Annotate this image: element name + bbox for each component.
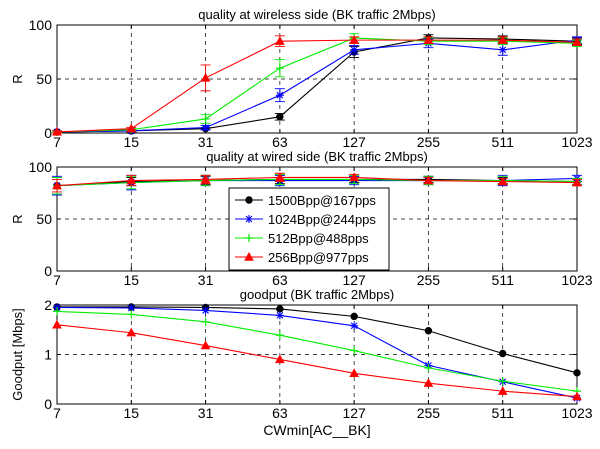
series-256Bpp@977pps xyxy=(53,321,581,400)
legend-entry: 256Bpp@977pps xyxy=(268,250,369,265)
data-point xyxy=(202,306,210,314)
data-point xyxy=(202,115,210,123)
data-point xyxy=(276,91,284,99)
data-point xyxy=(350,347,358,355)
y-axis-label: Goodput [Mbps] xyxy=(10,308,25,401)
data-point xyxy=(574,370,580,376)
chart-panel-2: 7 15 31 63 127 255 511 1023 0 50 100 quality at wir… xyxy=(10,149,593,288)
series-line xyxy=(57,40,577,132)
chart-title: quality at wired side (BK traffic 2Mbps) xyxy=(206,149,428,164)
x-tick-label: 511 xyxy=(492,272,515,288)
y-axis-label: R xyxy=(10,214,25,223)
data-point xyxy=(277,114,283,120)
x-tick-label: 63 xyxy=(272,272,288,288)
x-tick-label: 1023 xyxy=(561,272,592,288)
data-point xyxy=(53,321,61,328)
data-point xyxy=(202,318,210,326)
data-point xyxy=(425,328,431,334)
y-tick-label: 100 xyxy=(29,159,53,175)
data-point xyxy=(277,306,283,312)
chart-title: quality at wireless side (BK traffic 2Mb… xyxy=(198,7,435,22)
x-tick-label: 15 xyxy=(123,272,139,288)
data-point xyxy=(500,350,506,356)
x-tick-label: 63 xyxy=(272,405,288,421)
data-point xyxy=(499,46,507,54)
data-point xyxy=(127,310,135,318)
legend-marker xyxy=(245,215,253,223)
x-tick-label: 63 xyxy=(272,134,288,150)
x-axis-label: CWmin[AC__BK] xyxy=(263,422,370,438)
x-tick-label: 127 xyxy=(342,405,366,421)
x-tick-label: 511 xyxy=(492,134,515,150)
data-point xyxy=(350,46,358,54)
x-tick-label: 31 xyxy=(198,134,214,150)
chart-panel-1: 7 15 31 63 127 255 511 1023 0 50 100 quality at wir… xyxy=(10,7,593,150)
x-tick-label: 255 xyxy=(417,405,441,421)
x-tick-label: 127 xyxy=(342,272,366,288)
y-tick-label: 100 xyxy=(29,17,53,33)
series-line xyxy=(57,40,577,132)
series-line xyxy=(57,307,577,373)
y-tick-label: 50 xyxy=(36,71,52,87)
legend-entry: 1024Bpp@244pps xyxy=(268,212,376,227)
chart-panel-3: 7 15 31 63 127 255 511 1023 0 1 2 goodput (BK traff… xyxy=(10,287,593,438)
y-tick-label: 0 xyxy=(44,396,52,412)
x-tick-label: 31 xyxy=(198,405,214,421)
x-tick-label: 127 xyxy=(342,134,366,150)
data-point xyxy=(276,331,284,339)
y-tick-label: 2 xyxy=(44,297,52,313)
legend: 1500Bpp@167pps 1024Bpp@244pps 512Bpp@488pp… xyxy=(229,188,389,270)
x-tick-label: 1023 xyxy=(561,134,592,150)
y-tick-label: 1 xyxy=(44,347,52,363)
x-tick-label: 1023 xyxy=(561,405,592,421)
x-tick-label: 255 xyxy=(417,272,441,288)
y-axis-label: R xyxy=(10,74,25,83)
data-point xyxy=(202,74,210,81)
x-tick-label: 255 xyxy=(417,134,441,150)
chart-title: goodput (BK traffic 2Mbps) xyxy=(240,287,394,302)
data-point xyxy=(351,313,357,319)
legend-entry: 512Bpp@488pps xyxy=(268,231,369,246)
series-line xyxy=(57,38,577,132)
x-tick-label: 31 xyxy=(198,272,214,288)
y-tick-label: 50 xyxy=(36,211,52,227)
x-tick-label: 7 xyxy=(53,405,61,421)
series-line xyxy=(57,311,577,391)
data-point xyxy=(202,124,210,132)
x-tick-label: 15 xyxy=(123,134,139,150)
legend-marker xyxy=(246,197,252,203)
legend-entry: 1500Bpp@167pps xyxy=(268,193,376,208)
x-tick-label: 7 xyxy=(53,134,61,150)
data-point xyxy=(276,311,284,319)
y-tick-label: 0 xyxy=(44,263,52,279)
x-tick-label: 511 xyxy=(492,405,515,421)
x-tick-label: 7 xyxy=(53,272,61,288)
data-point xyxy=(276,64,284,72)
y-tick-label: 0 xyxy=(44,125,52,141)
data-point xyxy=(350,322,358,330)
x-tick-label: 15 xyxy=(123,405,139,421)
